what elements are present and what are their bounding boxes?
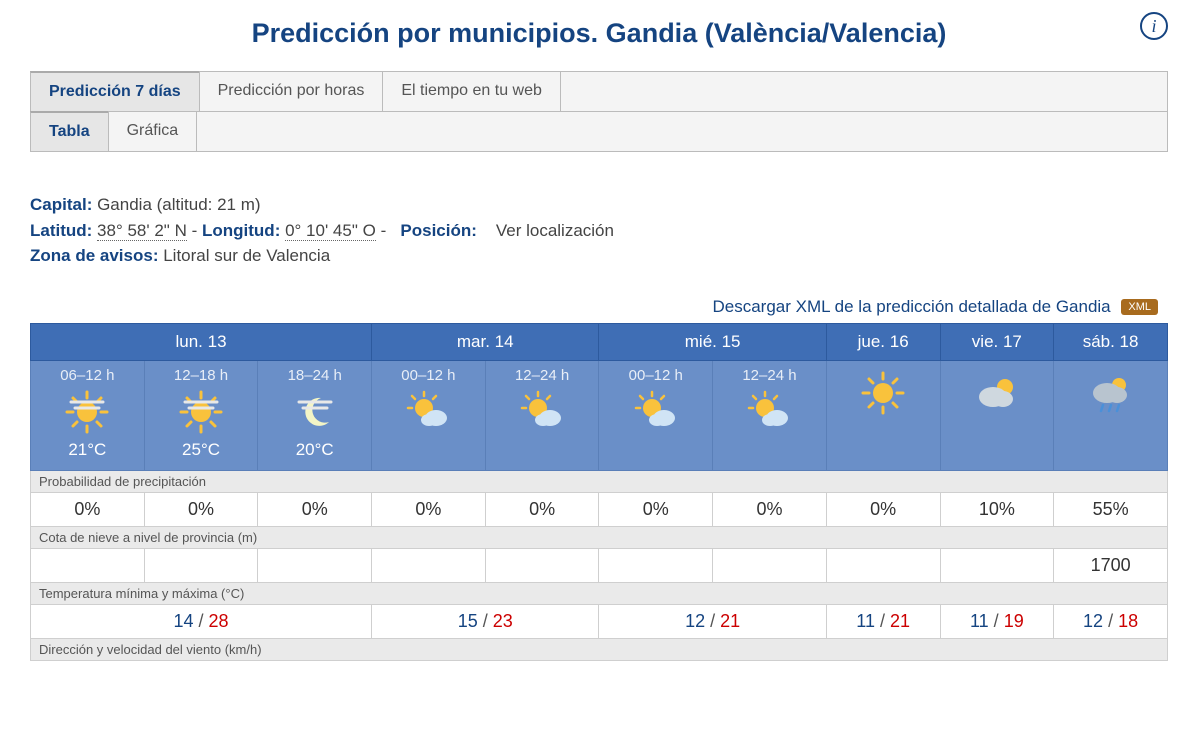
temp-minmax: 11 / 19 — [940, 604, 1054, 638]
snow-value — [372, 548, 486, 582]
period-label: 00–12 h — [372, 367, 485, 384]
day-header: vie. 17 — [940, 323, 1054, 360]
location-link[interactable]: Ver localización — [496, 221, 614, 240]
weather-icon — [372, 388, 485, 436]
precip-value: 0% — [485, 492, 599, 526]
weather-icon — [713, 388, 826, 436]
tabs-spacer — [196, 111, 1168, 151]
temp-minmax: 12 / 18 — [1054, 604, 1168, 638]
weather-icon — [486, 388, 599, 436]
page-header: Predicción por municipios. Gandia (Valèn… — [0, 0, 1198, 71]
tab-chart[interactable]: Gráfica — [108, 111, 198, 151]
tab-embed[interactable]: El tiempo en tu web — [382, 71, 561, 111]
period-label: 12–18 h — [145, 367, 258, 384]
period-label: 06–12 h — [31, 367, 144, 384]
period-cell: 12–24 h — [713, 360, 827, 470]
day-header: jue. 16 — [826, 323, 940, 360]
period-label: 18–24 h — [258, 367, 371, 384]
period-cell: 00–12 h — [599, 360, 713, 470]
weather-icon — [941, 369, 1054, 417]
period-cell: 12–24 h — [485, 360, 599, 470]
weather-icon — [145, 388, 258, 436]
snow-value: 1700 — [1054, 548, 1168, 582]
forecast-table: lun. 13mar. 14mié. 15jue. 16vie. 17sáb. … — [30, 323, 1168, 661]
page-title: Predicción por municipios. Gandia (Valèn… — [0, 18, 1198, 49]
period-cell: 12–18 h 25°C — [144, 360, 258, 470]
snow-value — [31, 548, 145, 582]
precip-value: 55% — [1054, 492, 1168, 526]
temp-minmax: 12 / 21 — [599, 604, 826, 638]
day-header: mar. 14 — [372, 323, 599, 360]
period-cell: 06–12 h 21°C — [31, 360, 145, 470]
weather-icon — [1054, 369, 1167, 417]
day-header: sáb. 18 — [1054, 323, 1168, 360]
tab-7days[interactable]: Predicción 7 días — [30, 71, 200, 111]
snow-value — [940, 548, 1054, 582]
snow-value — [144, 548, 258, 582]
period-cell: 00–12 h — [372, 360, 486, 470]
precip-value: 0% — [372, 492, 486, 526]
period-temp: 21°C — [31, 440, 144, 460]
temp-minmax: 14 / 28 — [31, 604, 372, 638]
temp-minmax: 15 / 23 — [372, 604, 599, 638]
xml-badge[interactable]: XML — [1121, 299, 1158, 315]
section-snow: Cota de nieve a nivel de provincia (m) — [31, 526, 1168, 548]
snow-value — [258, 548, 372, 582]
period-cell: 18–24 h 20°C — [258, 360, 372, 470]
xml-download-link[interactable]: Descargar XML de la predicción detallada… — [712, 297, 1110, 316]
precip-value: 0% — [826, 492, 940, 526]
period-label: 00–12 h — [599, 367, 712, 384]
precip-value: 0% — [713, 492, 827, 526]
tab-table[interactable]: Tabla — [30, 111, 109, 151]
tab-hourly[interactable]: Predicción por horas — [199, 71, 384, 111]
temp-minmax: 11 / 21 — [826, 604, 940, 638]
info-icon[interactable]: i — [1140, 12, 1168, 40]
tabs-secondary: Tabla Gráfica — [30, 111, 1168, 152]
period-cell — [1054, 360, 1168, 470]
section-precip: Probabilidad de precipitación — [31, 470, 1168, 492]
tabs-primary: Predicción 7 días Predicción por horas E… — [30, 71, 1168, 112]
meta-coords: Latitud: 38° 58' 2" N - Longitud: 0° 10'… — [30, 218, 1168, 244]
precip-value: 0% — [599, 492, 713, 526]
precip-value: 0% — [258, 492, 372, 526]
period-cell — [940, 360, 1054, 470]
section-wind: Dirección y velocidad del viento (km/h) — [31, 638, 1168, 660]
weather-icon — [258, 388, 371, 436]
snow-value — [599, 548, 713, 582]
period-cell — [826, 360, 940, 470]
period-label: 12–24 h — [713, 367, 826, 384]
meta-capital: Capital: Gandia (altitud: 21 m) — [30, 192, 1168, 218]
precip-value: 10% — [940, 492, 1054, 526]
period-label: 12–24 h — [486, 367, 599, 384]
snow-value — [826, 548, 940, 582]
snow-value — [485, 548, 599, 582]
period-temp: 20°C — [258, 440, 371, 460]
weather-icon — [827, 369, 940, 417]
snow-value — [713, 548, 827, 582]
weather-icon — [599, 388, 712, 436]
day-header: mié. 15 — [599, 323, 826, 360]
tabs-spacer — [560, 71, 1168, 111]
precip-value: 0% — [144, 492, 258, 526]
day-header: lun. 13 — [31, 323, 372, 360]
weather-icon — [31, 388, 144, 436]
meta-zone: Zona de avisos: Litoral sur de Valencia — [30, 243, 1168, 269]
section-temp: Temperatura mínima y máxima (°C) — [31, 582, 1168, 604]
precip-value: 0% — [31, 492, 145, 526]
period-temp: 25°C — [145, 440, 258, 460]
